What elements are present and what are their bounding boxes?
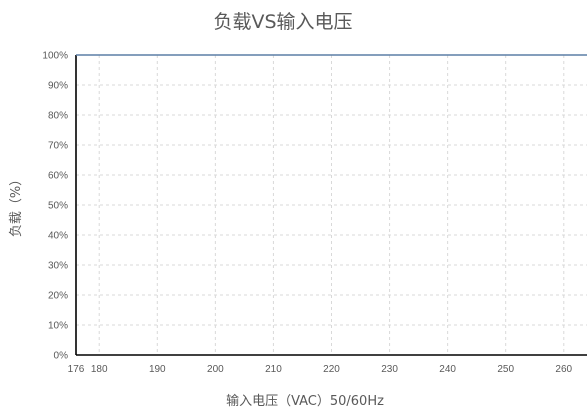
x-axis-label: 输入电压（VAC）50/60Hz — [226, 393, 384, 409]
y-tick-label: 0% — [54, 351, 69, 362]
x-tick-label: 250 — [497, 364, 514, 375]
y-tick-label: 40% — [48, 231, 68, 242]
y-axis-label: 负载（%） — [9, 173, 24, 237]
y-tick-label: 80% — [48, 111, 68, 122]
y-tick-label: 50% — [48, 201, 68, 212]
y-tick-label: 90% — [48, 81, 68, 92]
x-axis-ticks: 176 180 190 200 210 220 230 240 250 260 — [68, 364, 573, 375]
x-tick-label: 210 — [265, 364, 282, 375]
y-axis-ticks: 0% 10% 20% 30% 40% 50% 60% 70% 80% 90% 100% — [42, 51, 68, 362]
x-tick-label: 230 — [381, 364, 398, 375]
y-tick-label: 100% — [42, 51, 68, 62]
x-tick-label: 240 — [439, 364, 456, 375]
y-tick-label: 60% — [48, 171, 68, 182]
axes — [75, 55, 587, 356]
chart-title: 负载VS输入电压 — [213, 11, 352, 33]
x-tick-label: 176 — [68, 364, 85, 375]
x-tick-label: 260 — [555, 364, 572, 375]
x-tick-label: 220 — [323, 364, 340, 375]
y-tick-label: 20% — [48, 291, 68, 302]
y-tick-label: 10% — [48, 321, 68, 332]
gridlines — [76, 54, 587, 355]
y-tick-label: 30% — [48, 261, 68, 272]
y-tick-label: 70% — [48, 141, 68, 152]
x-tick-label: 180 — [91, 364, 108, 375]
x-tick-label: 190 — [149, 364, 166, 375]
x-tick-label: 200 — [207, 364, 224, 375]
